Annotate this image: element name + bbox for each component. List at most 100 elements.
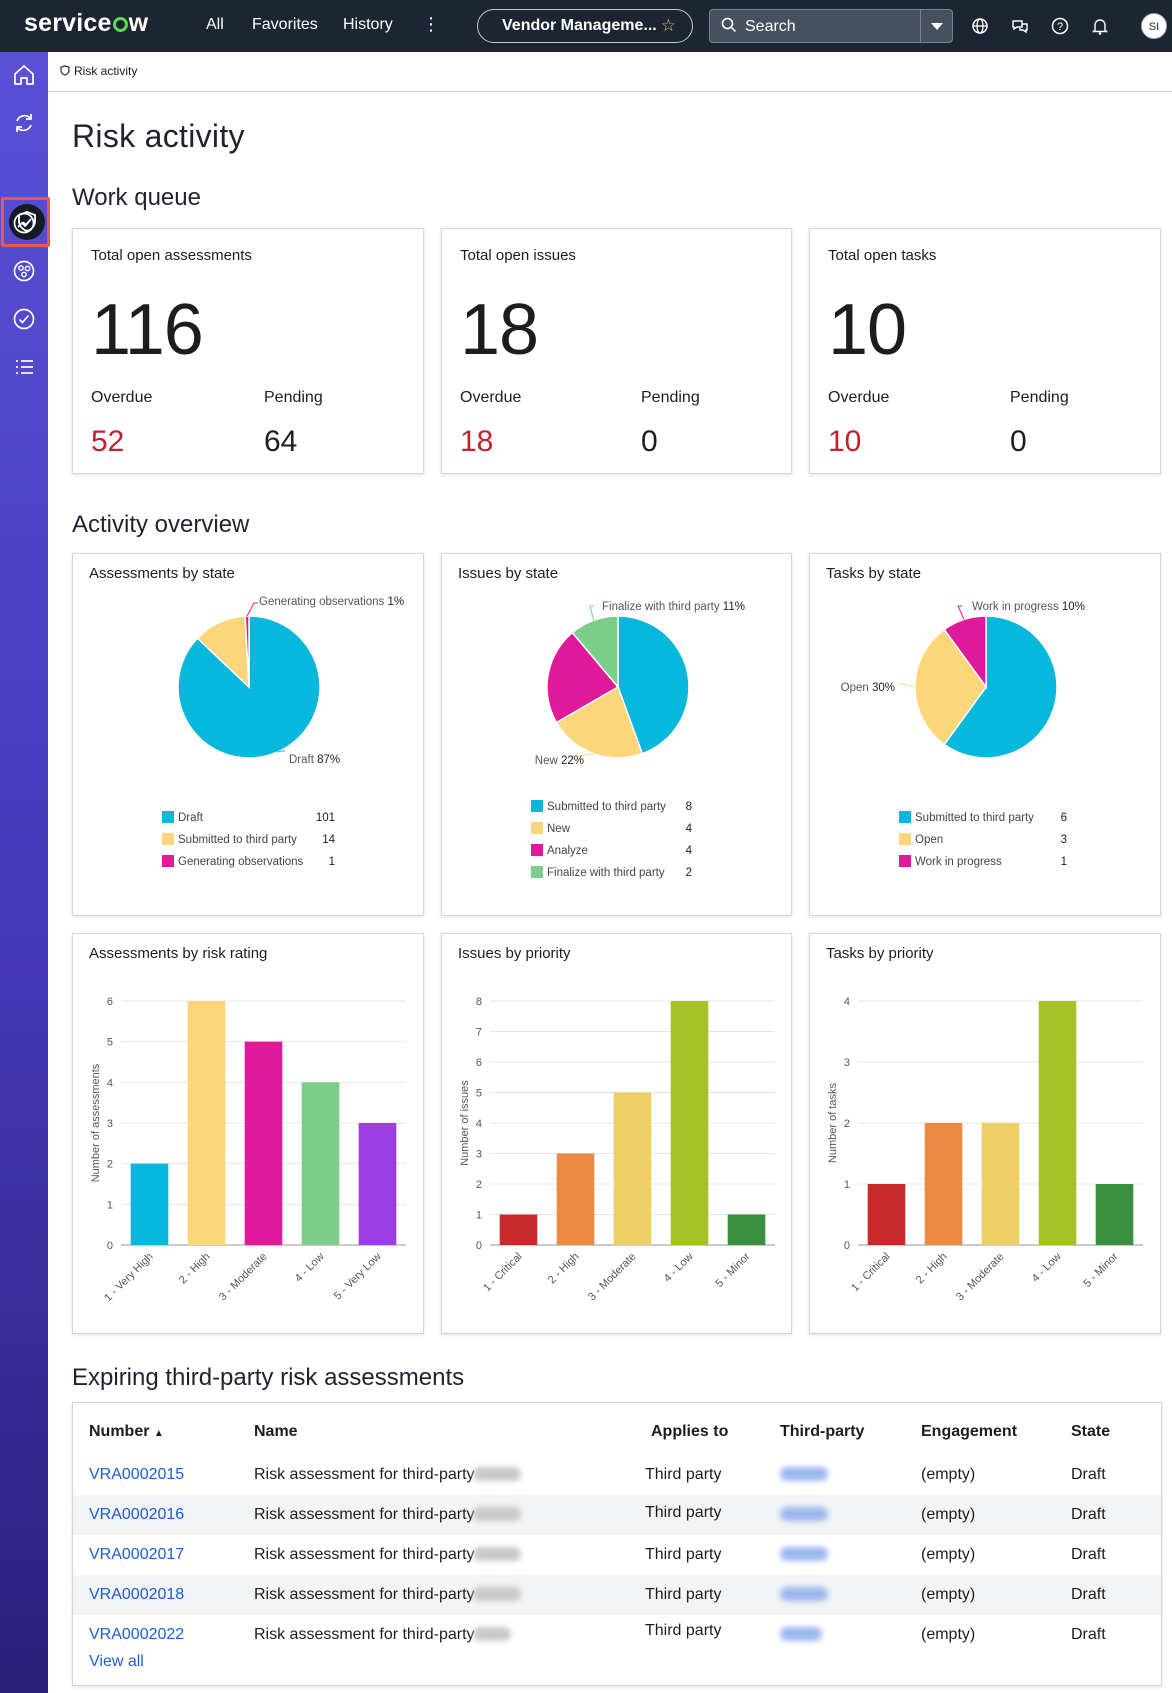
pie-slice-submitted-to-third-party (943, 615, 1058, 759)
overdue-value[interactable]: 52 (91, 425, 125, 458)
app-scope-label: Vendor Manageme... (502, 17, 657, 34)
y-tick-label: 1 (476, 1210, 482, 1222)
chart-card-issues-by-state: Issues by state Finalize with third part… (441, 553, 792, 916)
x-tick-label: 5 - Minor (713, 1250, 752, 1289)
global-search[interactable]: Search (709, 9, 953, 43)
pending-value[interactable]: 0 (641, 425, 658, 458)
search-scope-dropdown[interactable] (920, 10, 952, 42)
table-row[interactable]: VRA0002018 Risk assessment for third-par… (73, 1575, 1161, 1615)
search-icon (721, 17, 737, 33)
legend-swatch-open (899, 833, 911, 845)
nav-favorites[interactable]: Favorites (252, 16, 318, 33)
chart-card-tasks-by-priority: Tasks by priority 0 1 2 3 4 Number of tasks 1 … (809, 933, 1161, 1334)
chart-title: Tasks by priority (826, 945, 934, 962)
table-row[interactable]: VRA0002017 Risk assessment for third-par… (73, 1535, 1161, 1575)
overdue-value[interactable]: 10 (828, 425, 862, 458)
refresh-icon[interactable] (11, 110, 37, 136)
record-number-link[interactable]: VRA0002018 (89, 1586, 185, 1603)
record-engagement: (empty) (921, 1546, 976, 1563)
table-row[interactable]: VRA0002022 Risk assessment for third-par… (73, 1615, 1161, 1655)
redacted-third-party-link[interactable] (780, 1467, 828, 1481)
record-number-link[interactable]: VRA0002016 (89, 1506, 185, 1523)
column-header-third-party[interactable]: Third-party (780, 1423, 865, 1440)
column-header-state[interactable]: State (1071, 1423, 1111, 1440)
help-icon[interactable]: ? (1050, 16, 1070, 36)
record-number-link[interactable]: VRA0002015 (89, 1466, 185, 1483)
bar-5-very-low (358, 1123, 397, 1245)
legend-label: Draft (178, 812, 204, 824)
y-tick-label: 7 (476, 1027, 482, 1039)
chart-card-issues-by-priority: Issues by priority 0 1 2 3 4 5 6 7 8 Number of is… (441, 933, 792, 1334)
y-tick-label: 1 (107, 1199, 113, 1211)
servicenow-logo[interactable]: service w (24, 9, 149, 37)
redacted-third-party-link[interactable] (780, 1507, 828, 1521)
check-circle-icon[interactable] (11, 306, 37, 332)
section-title-work-queue: Work queue (72, 184, 201, 211)
kpi-total: 18 (460, 290, 539, 370)
chat-icon[interactable] (1010, 16, 1030, 36)
nav-all[interactable]: All (206, 16, 224, 33)
app-scope-pill[interactable]: Vendor Manageme... ☆ (477, 9, 693, 43)
pending-value[interactable]: 0 (1010, 425, 1027, 458)
star-icon[interactable]: ☆ (660, 16, 676, 35)
x-tick-label: 1 - Critical (481, 1251, 524, 1294)
record-number-link[interactable]: VRA0002022 (89, 1626, 185, 1643)
kpi-card-issues[interactable]: Total open issues 18 Overdue Pending 18 … (441, 228, 792, 474)
legend-label: Generating observations (178, 856, 304, 868)
kpi-card-tasks[interactable]: Total open tasks 10 Overdue Pending 10 0 (809, 228, 1161, 474)
bar-3-moderate (244, 1041, 283, 1245)
legend-label: Analyze (547, 845, 588, 857)
view-all-link[interactable]: View all (89, 1653, 144, 1670)
record-applies-to: Third party (645, 1622, 722, 1639)
y-tick-label: 2 (107, 1159, 113, 1171)
legend-swatch-draft (162, 811, 174, 823)
redacted-third-party-link[interactable] (780, 1587, 828, 1601)
breadcrumb-item[interactable]: Risk activity (60, 64, 137, 78)
legend-swatch-generating-observations (162, 855, 174, 867)
column-header-number[interactable]: Number ▲ (89, 1423, 164, 1440)
record-engagement: (empty) (921, 1626, 976, 1643)
y-tick-label: 6 (476, 1057, 482, 1069)
legend-count: 14 (322, 834, 335, 846)
record-state: Draft (1071, 1626, 1106, 1643)
table-row[interactable]: VRA0002015 Risk assessment for third-par… (73, 1455, 1161, 1495)
home-icon[interactable] (11, 62, 37, 88)
record-name: Risk assessment for third-party (254, 1506, 475, 1523)
column-header-name[interactable]: Name (254, 1423, 298, 1440)
user-avatar[interactable]: SI (1141, 13, 1167, 39)
y-axis-label: Number of issues (459, 1080, 471, 1166)
y-tick-label: 4 (107, 1077, 113, 1089)
callout-line (957, 605, 965, 620)
callout-label: New 22% (535, 755, 584, 767)
assessments-by-state-pie-chart: Generating observations 1% Draft 87% Draft… (162, 596, 404, 868)
list-icon[interactable] (11, 354, 37, 380)
chart-title: Issues by state (458, 565, 559, 582)
assessments-by-risk-rating-bar-chart: 0 1 2 3 4 5 6 Number of assessments 1 - Very Hig… (90, 996, 406, 1304)
table-row[interactable]: VRA0002016 Risk assessment for third-par… (73, 1495, 1161, 1535)
pending-value[interactable]: 64 (264, 425, 298, 458)
redacted-third-party-link[interactable] (780, 1627, 822, 1641)
y-axis-label: Number of tasks (827, 1082, 839, 1163)
redacted-third-party-link[interactable] (780, 1547, 828, 1561)
record-applies-to: Third party (645, 1546, 722, 1563)
legend-count: 8 (686, 801, 692, 813)
analytics-icon[interactable] (11, 210, 37, 236)
record-number-link[interactable]: VRA0002017 (89, 1546, 185, 1563)
pie-slice-open (914, 628, 987, 746)
kpi-card-assessments[interactable]: Total open assessments 116 Overdue Pendi… (72, 228, 424, 474)
overdue-value[interactable]: 18 (460, 425, 494, 458)
chart-title: Assessments by risk rating (89, 945, 268, 962)
bar-2-high (556, 1153, 595, 1245)
more-menu-icon[interactable]: ⋮ (422, 14, 440, 34)
notifications-bell-icon[interactable] (1090, 16, 1110, 36)
pie-slice-work-in-progress (943, 615, 987, 690)
callout-line (276, 750, 285, 753)
column-header-engagement[interactable]: Engagement (921, 1423, 1018, 1440)
legend-swatch-submitted-to-third-party (899, 811, 911, 823)
column-header-applies-to[interactable]: Applies to (651, 1423, 729, 1440)
y-tick-label: 3 (107, 1118, 113, 1130)
nav-history[interactable]: History (343, 16, 393, 33)
vendor-portfolio-icon[interactable] (11, 258, 37, 284)
globe-icon[interactable] (970, 16, 990, 36)
breadcrumb: Risk activity (48, 52, 1172, 92)
